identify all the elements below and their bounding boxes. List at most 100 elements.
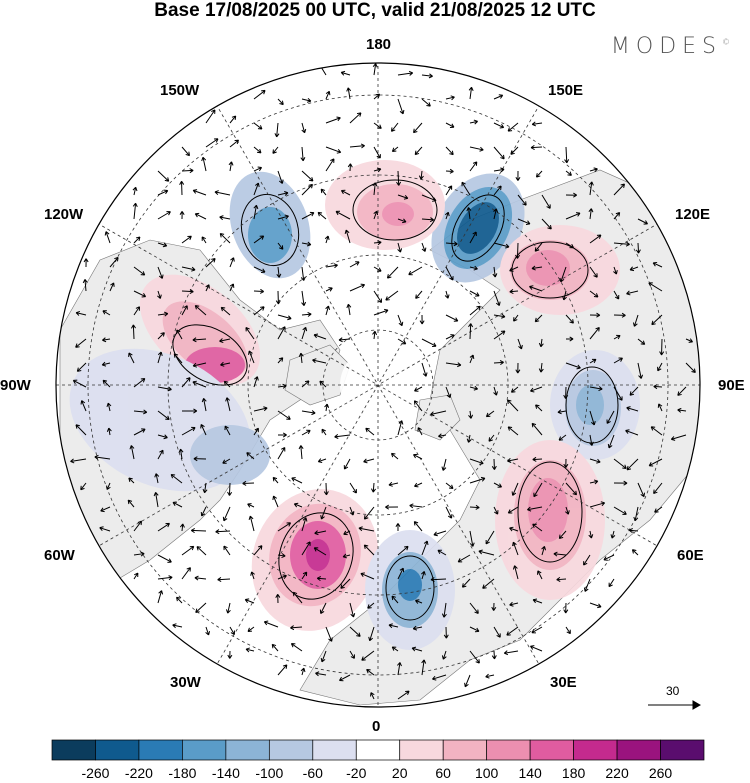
- wind-vector: [229, 139, 240, 148]
- wind-vector: [301, 241, 312, 247]
- wind-vector: [360, 572, 375, 580]
- wind-vector: [512, 565, 519, 580]
- wind-vector: [469, 650, 480, 664]
- wind-vector: [371, 482, 376, 493]
- wind-vector: [445, 386, 452, 399]
- colorbar-tick-label: 140: [518, 765, 542, 781]
- colorbar-tick-label: -220: [124, 765, 153, 781]
- wind-vector: [589, 312, 601, 318]
- wind-vector: [263, 620, 279, 628]
- wind-vector: [478, 549, 495, 556]
- wind-vector: [340, 70, 351, 76]
- wind-vector: [253, 376, 259, 388]
- wind-vector: [443, 626, 449, 639]
- wind-vector: [229, 283, 235, 292]
- wind-vector: [349, 650, 355, 659]
- wind-vector: [565, 212, 581, 220]
- wind-vector: [632, 314, 639, 327]
- wind-vector: [613, 386, 623, 401]
- wind-vector: [589, 167, 598, 173]
- wind-vector: [219, 232, 231, 244]
- wind-vector: [202, 482, 208, 494]
- wind-vector: [247, 503, 255, 508]
- wind-vector: [445, 334, 455, 340]
- lon-label-90e: 90E: [718, 377, 745, 394]
- wind-vector: [589, 479, 599, 485]
- wind-vector: [613, 212, 621, 220]
- wind-vector: [277, 383, 287, 389]
- wind-vector: [408, 266, 423, 276]
- wind-vector: [172, 623, 183, 629]
- wind-vector: [510, 146, 519, 155]
- wind-vector: [541, 218, 552, 230]
- page-title: Base 17/08/2025 00 UTC, valid 21/08/2025…: [154, 0, 596, 21]
- wind-vector: [437, 549, 447, 556]
- wind-vector: [94, 454, 111, 460]
- wind-vector: [469, 305, 481, 316]
- wind-vector: [531, 265, 543, 271]
- wind-vector: [173, 353, 183, 364]
- lon-label-120w: 120W: [44, 206, 84, 223]
- wind-vector: [349, 112, 362, 124]
- wind-vector: [129, 445, 135, 460]
- wind-vector: [277, 432, 287, 438]
- wind-vector: [589, 410, 596, 426]
- wind-vector: [530, 386, 543, 393]
- wind-vector: [132, 186, 138, 196]
- wind-vector: [319, 380, 327, 388]
- wind-vector: [445, 241, 458, 247]
- wind-vector: [414, 146, 423, 156]
- wind-vector: [179, 523, 185, 532]
- wind-vector: [133, 290, 147, 298]
- wind-vector: [557, 409, 567, 415]
- wind-vector: [397, 545, 409, 556]
- wind-vector: [626, 290, 639, 296]
- wind-vector: [608, 578, 615, 588]
- wind-vector: [325, 90, 331, 100]
- wind-vector: [485, 410, 495, 418]
- wind-vector: [349, 283, 366, 292]
- wind-vector: [461, 578, 471, 588]
- wind-vector: [413, 400, 423, 412]
- wind-vector: [515, 170, 521, 181]
- wind-vector: [301, 170, 314, 182]
- wind-vector: [445, 95, 455, 101]
- wind-vector: [488, 434, 495, 442]
- wind-vector: [613, 334, 621, 340]
- wind-vector: [290, 643, 303, 652]
- wind-vector: [80, 482, 87, 491]
- wind-vector: [277, 214, 289, 220]
- wind-vector: [589, 290, 599, 298]
- wind-vector: [397, 567, 405, 580]
- wind-vector: [325, 158, 335, 172]
- wind-vector: [635, 242, 641, 254]
- wind-vector: [373, 290, 383, 303]
- wind-vector: [421, 98, 431, 107]
- wind-vector: [368, 626, 375, 642]
- wind-vector: [192, 380, 207, 388]
- wind-vector: [75, 310, 87, 316]
- lon-label-150e: 150E: [548, 82, 584, 99]
- wind-vector: [215, 529, 231, 535]
- wind-vector: [397, 70, 414, 76]
- wind-vector: [509, 289, 519, 294]
- wind-vector: [181, 235, 192, 244]
- wind-vector: [75, 424, 87, 436]
- wind-vector: [538, 338, 544, 348]
- wind-vector: [532, 598, 543, 604]
- wind-vector: [588, 208, 594, 220]
- wind-vector: [133, 378, 146, 388]
- wind-vector: [253, 89, 266, 100]
- wind-vector: [157, 554, 172, 563]
- wind-vector: [349, 506, 355, 516]
- wind-vector: [563, 602, 569, 614]
- wind-vector: [677, 407, 687, 413]
- wind-vector: [301, 410, 316, 416]
- wind-vector: [469, 231, 477, 244]
- wind-vector: [133, 409, 148, 415]
- wind-vector: [507, 426, 519, 436]
- wind-vector: [133, 428, 146, 436]
- wind-vector: [493, 386, 498, 396]
- wind-vector: [563, 386, 569, 399]
- wind-vector: [418, 170, 424, 180]
